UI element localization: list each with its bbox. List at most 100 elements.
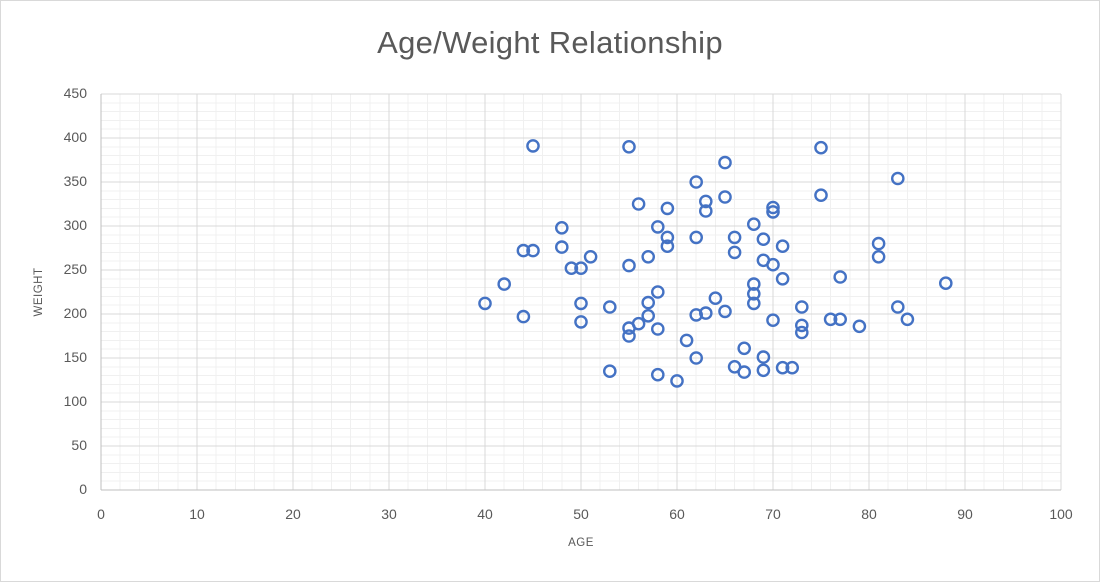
- data-point[interactable]: [660, 201, 675, 216]
- data-point[interactable]: [871, 249, 886, 264]
- data-point[interactable]: [852, 319, 867, 334]
- data-point[interactable]: [900, 312, 915, 327]
- data-point[interactable]: [891, 300, 905, 314]
- data-point[interactable]: [699, 204, 713, 218]
- data-point[interactable]: [574, 261, 588, 276]
- data-point[interactable]: [631, 197, 646, 211]
- data-point[interactable]: [718, 190, 732, 204]
- data-point[interactable]: [689, 175, 704, 189]
- x-tick-label: 100: [1049, 506, 1073, 522]
- data-point[interactable]: [622, 329, 636, 343]
- x-tick-label: 70: [765, 506, 781, 522]
- data-point[interactable]: [631, 316, 646, 331]
- data-point[interactable]: [766, 200, 780, 215]
- data-point[interactable]: [795, 325, 809, 340]
- data-point[interactable]: [689, 351, 704, 365]
- data-point[interactable]: [775, 239, 790, 253]
- y-tick-label: 150: [63, 349, 87, 365]
- y-tick-label: 100: [63, 393, 87, 409]
- x-tick-label: 90: [957, 506, 973, 522]
- data-point[interactable]: [622, 139, 636, 154]
- data-point[interactable]: [795, 318, 809, 333]
- data-point[interactable]: [478, 296, 492, 311]
- data-point[interactable]: [526, 139, 540, 153]
- x-tick-label: 80: [861, 506, 877, 522]
- chart-title[interactable]: Age/Weight Relationship: [377, 25, 723, 60]
- y-tick-label: 450: [63, 85, 87, 101]
- data-point[interactable]: [555, 220, 569, 235]
- data-point[interactable]: [737, 365, 752, 379]
- data-point[interactable]: [497, 277, 512, 291]
- data-point[interactable]: [939, 276, 953, 291]
- data-point[interactable]: [699, 194, 713, 209]
- data-point[interactable]: [660, 239, 675, 253]
- x-tick-label: 40: [477, 506, 493, 522]
- data-point[interactable]: [583, 249, 598, 264]
- data-point[interactable]: [679, 333, 694, 348]
- data-point[interactable]: [699, 306, 713, 320]
- data-point[interactable]: [574, 296, 588, 311]
- data-point[interactable]: [516, 243, 531, 258]
- data-point[interactable]: [747, 296, 761, 311]
- data-point[interactable]: [641, 308, 656, 323]
- y-tick-label: 400: [63, 129, 87, 145]
- data-point[interactable]: [756, 363, 771, 378]
- data-point[interactable]: [564, 261, 579, 276]
- y-tick-label: 250: [63, 261, 87, 277]
- data-point[interactable]: [814, 140, 828, 155]
- data-point[interactable]: [689, 308, 704, 322]
- data-point[interactable]: [603, 300, 617, 314]
- data-point[interactable]: [622, 258, 636, 273]
- x-tick-label: 50: [573, 506, 589, 522]
- data-point[interactable]: [756, 350, 771, 364]
- data-point[interactable]: [766, 313, 780, 328]
- data-point[interactable]: [718, 304, 732, 319]
- x-axis-title: AGE: [568, 537, 594, 549]
- y-tick-label: 0: [79, 481, 87, 497]
- data-point[interactable]: [516, 309, 531, 324]
- data-point[interactable]: [603, 364, 617, 379]
- data-point[interactable]: [641, 249, 656, 264]
- data-point[interactable]: [718, 155, 732, 170]
- data-point[interactable]: [775, 271, 790, 286]
- data-point[interactable]: [766, 205, 780, 219]
- data-point[interactable]: [775, 360, 790, 375]
- data-point[interactable]: [555, 240, 569, 254]
- data-point[interactable]: [651, 285, 665, 299]
- data-point[interactable]: [574, 315, 588, 329]
- data-point[interactable]: [747, 286, 761, 301]
- data-point[interactable]: [833, 270, 848, 284]
- data-point[interactable]: [727, 245, 742, 260]
- y-tick-label: 50: [71, 437, 87, 453]
- data-point[interactable]: [814, 188, 828, 202]
- x-tick-label: 30: [381, 506, 397, 522]
- data-point[interactable]: [737, 341, 752, 356]
- data-point[interactable]: [785, 360, 800, 375]
- data-point[interactable]: [756, 232, 771, 246]
- data-point[interactable]: [766, 257, 780, 272]
- data-point[interactable]: [660, 230, 675, 245]
- data-point[interactable]: [670, 374, 684, 388]
- y-tick-label: 300: [63, 217, 87, 233]
- data-point[interactable]: [833, 312, 848, 327]
- data-point[interactable]: [871, 236, 886, 251]
- data-point[interactable]: [526, 243, 540, 258]
- data-point[interactable]: [641, 295, 656, 310]
- x-tick-label: 60: [669, 506, 685, 522]
- x-tick-label: 10: [189, 506, 205, 522]
- data-point[interactable]: [795, 300, 809, 314]
- data-point[interactable]: [823, 312, 838, 327]
- data-point[interactable]: [651, 220, 665, 234]
- data-point[interactable]: [651, 367, 665, 382]
- data-point[interactable]: [708, 291, 723, 306]
- data-point[interactable]: [747, 277, 761, 291]
- data-point[interactable]: [727, 230, 742, 245]
- data-point[interactable]: [651, 322, 665, 336]
- x-tick-label: 20: [285, 506, 301, 522]
- data-point[interactable]: [747, 217, 761, 231]
- data-point[interactable]: [689, 230, 704, 245]
- y-tick-label: 200: [63, 305, 87, 321]
- y-tick-label: 350: [63, 173, 87, 189]
- data-point[interactable]: [891, 171, 905, 186]
